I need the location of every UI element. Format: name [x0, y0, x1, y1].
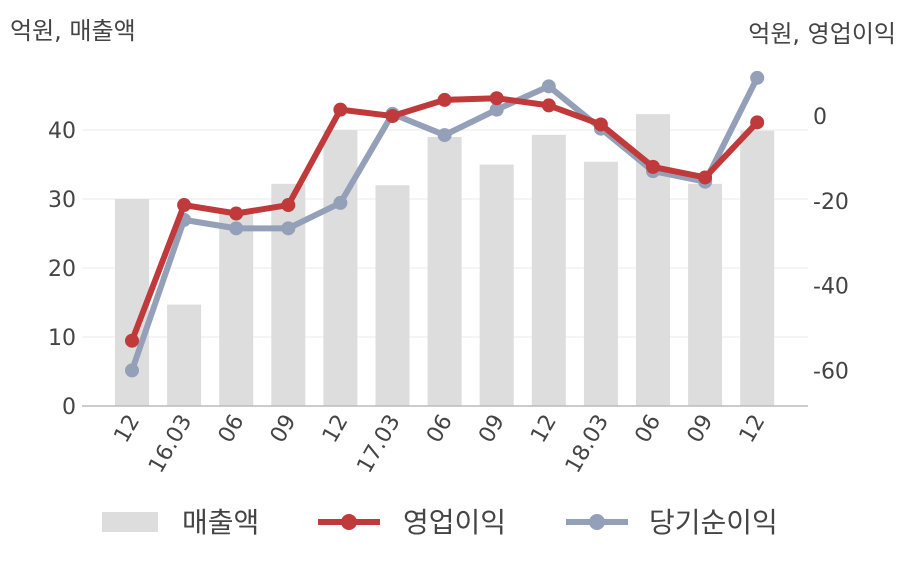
- point-operating-profit: [281, 198, 296, 213]
- x-tick-label: 12: [526, 411, 562, 448]
- legend-swatch-sales: [102, 512, 158, 532]
- point-net-income: [125, 363, 139, 378]
- legend-label: 당기순이익: [649, 506, 778, 539]
- left-tick-label: 40: [48, 119, 76, 144]
- point-net-income: [281, 221, 296, 236]
- point-net-income: [437, 128, 452, 143]
- right-axis-unit-label: 억원, 영업이익: [748, 20, 896, 48]
- point-operating-profit: [125, 333, 139, 348]
- point-net-income: [229, 221, 244, 236]
- x-tick-label: 06: [631, 411, 667, 448]
- x-tick-label: 09: [266, 411, 302, 448]
- bar-sales: [375, 185, 410, 406]
- right-tick-label: -20: [813, 190, 849, 215]
- point-operating-profit: [698, 170, 713, 185]
- point-operating-profit: [229, 206, 244, 221]
- left-tick-label: 10: [48, 326, 76, 351]
- x-tick-label: 06: [214, 411, 250, 448]
- bar-sales: [740, 130, 775, 406]
- x-tick-label: 17.03: [353, 411, 406, 478]
- x-tick-label: 09: [474, 411, 510, 448]
- bar-series-sales: [115, 114, 775, 406]
- right-tick-label: -60: [813, 359, 849, 384]
- bar-sales: [531, 134, 566, 406]
- right-tick-label: 0: [813, 105, 827, 130]
- x-tick-label: 09: [683, 411, 719, 448]
- point-operating-profit: [750, 115, 765, 130]
- point-net-income: [750, 70, 765, 85]
- point-net-income: [541, 79, 556, 94]
- legend-label: 영업이익: [403, 506, 506, 539]
- right-tick-label: -40: [813, 275, 849, 300]
- bar-sales: [479, 164, 514, 406]
- bar-sales: [219, 209, 254, 406]
- point-operating-profit: [593, 117, 608, 132]
- line-series-layer: [125, 70, 765, 378]
- bar-sales: [583, 161, 618, 406]
- bar-sales: [427, 136, 462, 406]
- legend-marker-operating-profit: [341, 514, 357, 530]
- x-tick-label: 18.03: [561, 411, 614, 478]
- bar-sales: [688, 183, 723, 406]
- left-axis-unit-label: 억원, 매출액: [10, 17, 136, 45]
- x-tick-label: 12: [735, 411, 771, 448]
- legend-marker-net-income: [589, 514, 605, 530]
- left-tick-label: 0: [62, 395, 76, 420]
- x-tick-label: 12: [110, 411, 146, 448]
- point-operating-profit: [489, 91, 504, 106]
- legend-label: 매출액: [182, 506, 259, 539]
- point-operating-profit: [177, 198, 192, 213]
- left-tick-label: 20: [48, 257, 76, 282]
- bar-sales: [323, 130, 358, 406]
- point-operating-profit: [437, 92, 452, 107]
- point-operating-profit: [646, 159, 660, 174]
- point-operating-profit: [541, 98, 556, 113]
- point-operating-profit: [385, 109, 400, 123]
- left-tick-label: 30: [48, 188, 76, 213]
- x-tick-label: 06: [422, 411, 458, 448]
- point-operating-profit: [333, 102, 348, 117]
- bar-sales: [271, 183, 306, 406]
- point-net-income: [489, 102, 504, 117]
- legend: 매출액 영업이익 당기순이익: [102, 506, 778, 539]
- bar-sales: [167, 304, 202, 406]
- point-net-income: [333, 195, 348, 210]
- x-tick-label: 16.03: [144, 411, 197, 478]
- x-tick-label: 12: [318, 411, 354, 448]
